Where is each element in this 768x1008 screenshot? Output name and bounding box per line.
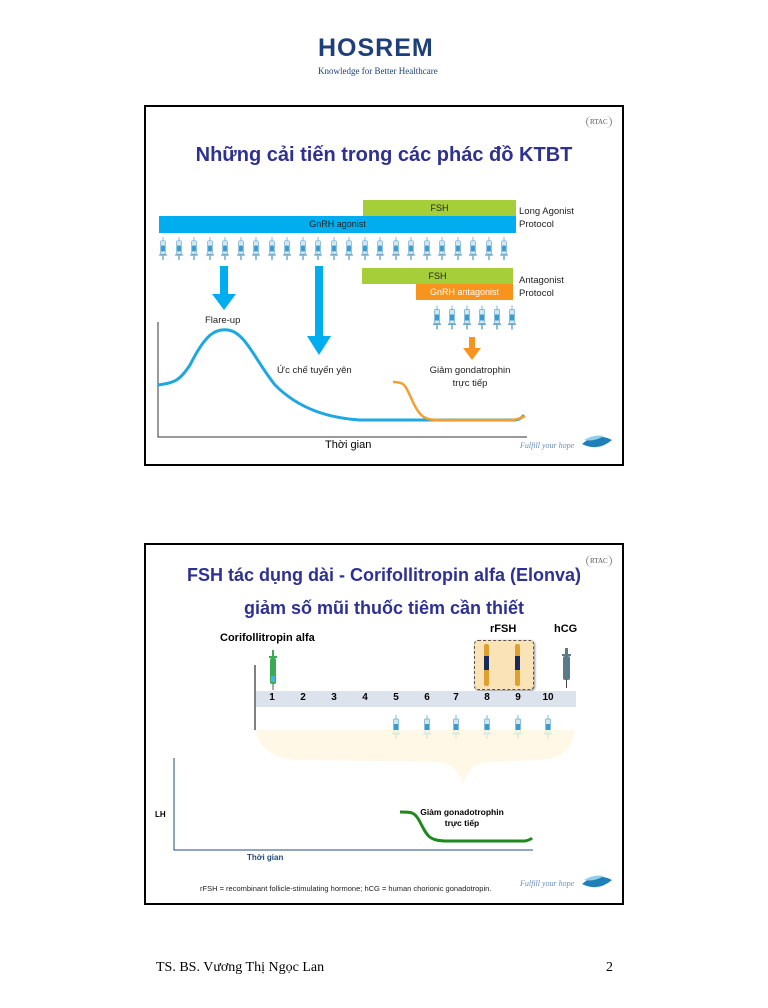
syringe-icon xyxy=(267,237,276,260)
syringe-icon xyxy=(329,237,338,260)
syringe-icon xyxy=(407,237,415,260)
syringe-icon xyxy=(422,237,431,260)
day-number: 9 xyxy=(515,692,521,703)
slide-2-title-line2: giảm số mũi thuốc tiêm cần thiết xyxy=(243,598,525,618)
syringe-icon xyxy=(376,237,384,260)
author: TS. BS. Vương Thị Ngọc Lan xyxy=(156,960,325,975)
syringe-icon xyxy=(508,305,516,330)
antagonist-protocol-label: Antagonist Protocol xyxy=(519,274,564,300)
fsh-bar-antagonist: FSH xyxy=(362,268,513,284)
day-number: 6 xyxy=(424,692,430,703)
syringe-icon xyxy=(484,237,493,260)
hosrem-logo: HOSREM xyxy=(318,34,434,62)
corifollitropin-syringe-icon xyxy=(269,650,277,690)
long-protocol-line2: Protocol xyxy=(519,219,554,230)
syringe-icon xyxy=(463,305,471,330)
slide-2-title-line1: FSH tác dụng dài - Corifollitropin alfa … xyxy=(186,565,581,585)
rfsh-pen-icon xyxy=(484,644,520,686)
suppression-label: Ức chế tuyến yên xyxy=(277,365,352,376)
syringe-icon xyxy=(453,237,462,260)
syringe-icon xyxy=(433,305,441,330)
lh-curve-antagonist xyxy=(392,380,526,422)
day-number: 1 xyxy=(269,692,275,703)
footnote: rFSH = recombinant follicle-stimulating … xyxy=(200,884,492,893)
y-axis-label: LH xyxy=(155,810,166,819)
syringe-icon xyxy=(448,305,456,330)
arrow-suppression xyxy=(307,266,331,355)
day-number: 10 xyxy=(542,692,554,703)
axis-2 xyxy=(173,758,533,851)
day-number: 8 xyxy=(484,692,490,703)
day-number: 7 xyxy=(453,692,459,703)
day-number: 3 xyxy=(331,692,337,703)
syringe-icon xyxy=(283,237,291,260)
syringe-icon xyxy=(190,237,198,260)
syringe-icon xyxy=(500,237,508,260)
lh-curve-elonva xyxy=(399,810,534,843)
antag-protocol-line2: Protocol xyxy=(519,288,554,299)
rtac-badge: RTAC xyxy=(586,116,612,128)
syringe-icon xyxy=(452,715,460,739)
x-axis-label: Thời gian xyxy=(325,439,372,451)
arrow-flare xyxy=(212,266,236,310)
brace xyxy=(256,730,575,786)
day-number: 4 xyxy=(362,692,368,703)
long-protocol-label: Long Agonist Protocol xyxy=(519,205,574,231)
syringe-icon xyxy=(314,237,322,260)
decrease-line1: Giảm gondatrophin xyxy=(429,365,511,376)
slogan: Fulfill your hope xyxy=(520,441,575,450)
syringe-icon xyxy=(174,237,183,260)
rfsh-label: rFSH xyxy=(490,623,517,635)
syringe-icon xyxy=(391,237,400,260)
hcg-syringe-icon xyxy=(562,648,571,688)
decrease-label-2: Giảm gonadotrophin trực tiếp xyxy=(410,807,514,829)
day-number: 5 xyxy=(393,692,399,703)
decrease-label: Giảm gondatrophin trực tiếp xyxy=(420,364,520,390)
tagline: Knowledge for Better Healthcare xyxy=(318,66,438,76)
syringe-icon xyxy=(298,237,307,260)
slide-2 xyxy=(144,543,624,905)
syringe-icon xyxy=(236,237,245,260)
fsh-bar: FSH xyxy=(363,200,516,216)
syringe-icon xyxy=(221,237,229,260)
flare-up-label: Flare-up xyxy=(205,315,241,326)
syringe-icon xyxy=(360,237,369,260)
syringe-icon xyxy=(478,305,486,330)
axis-1 xyxy=(157,322,527,438)
decrease2-line1: Giảm gonadotrophin xyxy=(420,807,504,817)
gnrh-agonist-bar: GnRH agonist xyxy=(159,216,516,233)
syringe-icon xyxy=(205,237,214,260)
slogan-2: Fulfill your hope xyxy=(520,879,575,888)
page-number: 2 xyxy=(606,960,613,975)
syringe-icon xyxy=(252,237,260,260)
corifollitropin-label: Corifollitropin alfa xyxy=(220,632,315,644)
long-protocol-line1: Long Agonist xyxy=(519,206,574,217)
antag-protocol-line1: Antagonist xyxy=(519,275,564,286)
day-band xyxy=(256,691,576,707)
decrease-line2: trực tiếp xyxy=(452,378,488,389)
syringe-icon xyxy=(493,305,501,330)
gnrh-antagonist-bar: GnRH antagonist xyxy=(416,284,513,300)
arrow-decrease xyxy=(463,337,481,360)
decrease2-line2: trực tiếp xyxy=(444,818,480,828)
x-axis-label-2: Thời gian xyxy=(247,853,284,862)
day-number: 2 xyxy=(300,692,306,703)
syringe-icon xyxy=(469,237,477,260)
slide-1-title: Những cải tiến trong các phác đồ KTBT xyxy=(195,144,573,166)
syringe-icon xyxy=(159,237,167,260)
syringe-icon xyxy=(345,237,353,260)
rtac-badge-2: RTAC xyxy=(586,555,612,567)
hcg-label: hCG xyxy=(554,623,578,635)
syringe-icon xyxy=(438,237,446,260)
